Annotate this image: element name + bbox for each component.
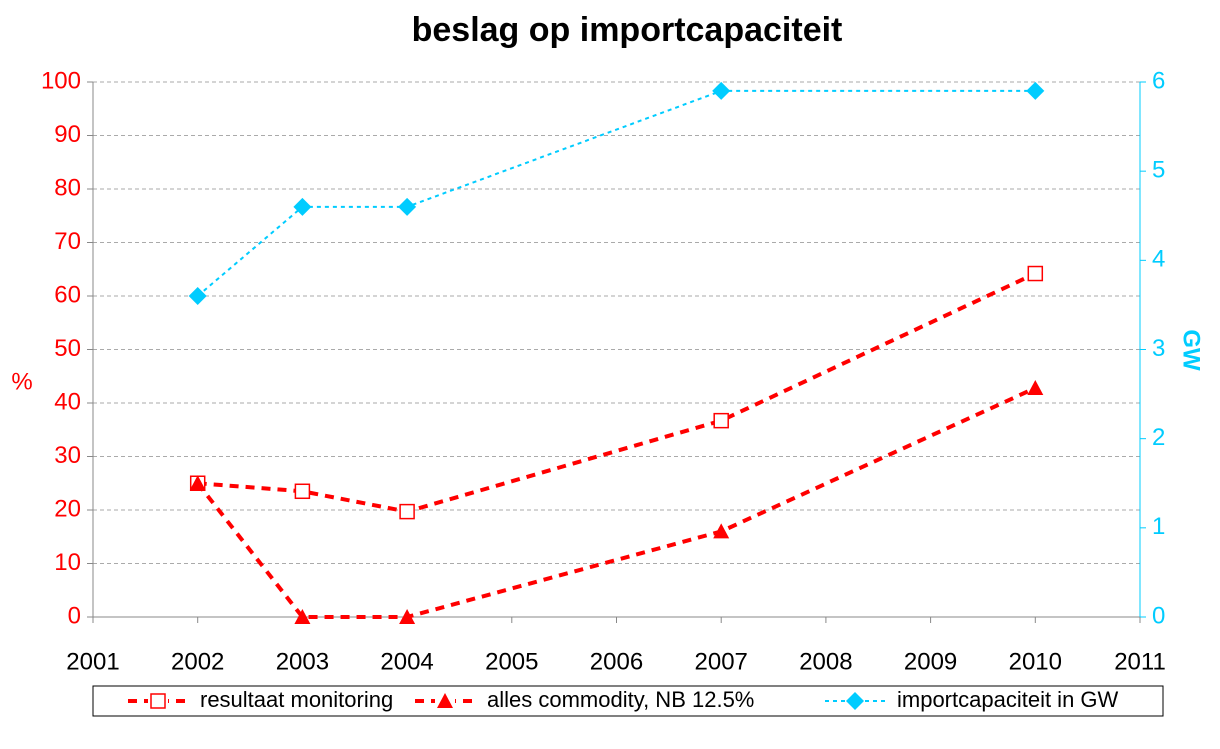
chart-title: beslag op importcapaciteit: [412, 11, 843, 49]
marker: [189, 475, 206, 491]
marker: [294, 483, 311, 500]
y2-tick-label: 0: [1152, 602, 1165, 629]
x-tick-label: 2002: [171, 648, 224, 675]
x-tick-label: 2010: [1009, 648, 1062, 675]
marker: [437, 693, 453, 708]
y2-tick-label: 5: [1152, 157, 1165, 184]
x-tick-label: 2004: [380, 648, 433, 675]
x-tick-label: 2003: [276, 648, 329, 675]
x-tick-label: 2005: [485, 648, 538, 675]
marker: [150, 693, 166, 709]
x-tick-label: 2006: [590, 648, 643, 675]
y-tick-label: 30: [54, 442, 81, 469]
marker: [846, 692, 864, 710]
legend-box: [92, 685, 1164, 717]
marker: [1027, 265, 1044, 282]
y2-tick-label: 4: [1152, 246, 1165, 273]
marker: [713, 523, 730, 539]
x-tick-label: 2009: [904, 648, 957, 675]
legend-label: alles commodity, NB 12.5%: [487, 687, 754, 712]
series-line: [197, 271, 1037, 514]
y-tick-label: 10: [54, 549, 81, 576]
marker: [294, 609, 311, 624]
marker: [712, 81, 731, 100]
marker: [1027, 380, 1044, 396]
y-tick-label: 0: [68, 602, 81, 629]
y-tick-label: 50: [54, 335, 81, 362]
marker: [188, 287, 207, 305]
series-line: [197, 89, 1036, 297]
x-tick-label: 2011: [1114, 648, 1166, 675]
y2-axis-label: GW: [1178, 329, 1205, 371]
y2-tick-label: 2: [1152, 424, 1165, 451]
series-line: [196, 386, 1037, 619]
y2-tick-label: 6: [1152, 67, 1165, 94]
y-tick-label: 100: [41, 67, 81, 94]
marker: [399, 609, 416, 624]
marker: [293, 197, 312, 216]
marker: [1026, 81, 1045, 100]
y-axis-label: %: [11, 368, 32, 395]
y-tick-label: 60: [54, 281, 81, 308]
legend-label: resultaat monitoring: [200, 687, 393, 712]
y2-tick-label: 3: [1152, 335, 1165, 362]
marker: [399, 503, 415, 520]
x-tick-label: 2008: [799, 648, 852, 675]
x-tick-label: 2001: [66, 648, 119, 675]
y-tick-label: 80: [54, 174, 81, 201]
marker: [398, 197, 417, 216]
marker: [713, 412, 729, 429]
legend-label: importcapaciteit in GW: [897, 687, 1119, 712]
x-tick-label: 2007: [695, 648, 748, 675]
y-tick-label: 90: [54, 121, 81, 148]
y2-tick-label: 1: [1152, 513, 1165, 540]
y-tick-label: 20: [54, 495, 81, 522]
y-tick-label: 40: [54, 388, 81, 415]
y-tick-label: 70: [54, 228, 81, 255]
